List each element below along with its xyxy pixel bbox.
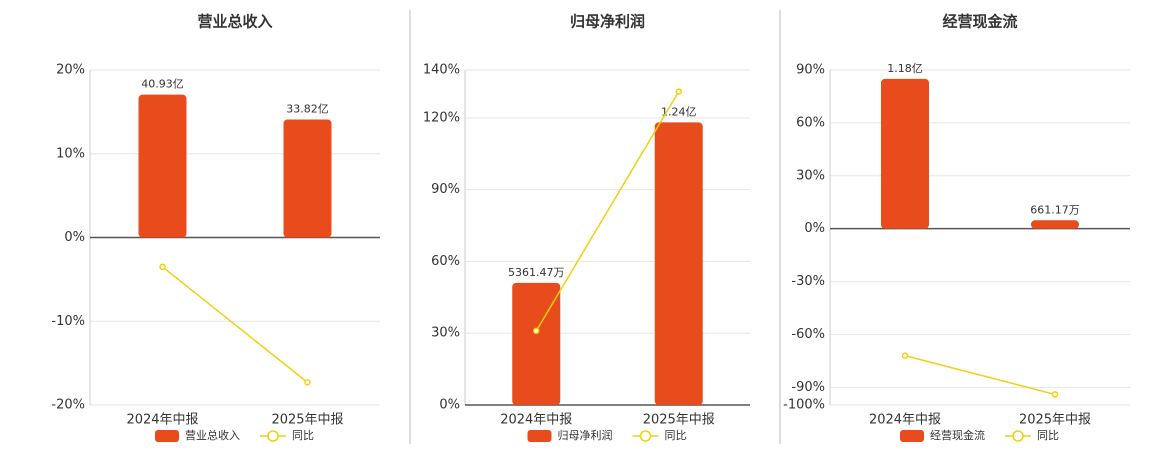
y-tick-label: 90% <box>431 182 460 197</box>
legend-swatch <box>900 430 924 442</box>
bar <box>1031 220 1079 229</box>
legend-swatch <box>527 430 552 442</box>
bar <box>138 94 187 238</box>
chart-title: 归母净利润 <box>570 13 645 31</box>
y-tick-label: -90% <box>791 380 825 395</box>
line <box>904 354 1056 396</box>
legend-swatch <box>639 430 652 442</box>
line-point <box>533 327 540 335</box>
y-tick-label: -20% <box>51 398 85 413</box>
legend-swatch <box>155 430 179 442</box>
x-tick-label: 2024年中报 <box>126 413 198 428</box>
y-tick-label: -10% <box>51 314 85 329</box>
bar <box>881 78 929 229</box>
line-point <box>304 379 311 386</box>
y-tick-label: 0% <box>439 398 460 413</box>
y-tick-label: 30% <box>431 326 460 341</box>
legend-label: 经营现金流 <box>930 428 985 442</box>
value-label: 33.82亿 <box>286 102 329 115</box>
y-tick-label: 30% <box>796 168 825 183</box>
y-tick-label: 120% <box>423 110 460 125</box>
y-tick-label: 90% <box>796 63 825 78</box>
value-label: 1.24亿 <box>661 105 697 118</box>
line <box>535 91 680 332</box>
y-tick-label: -100% <box>783 398 825 413</box>
value-label: 661.17万 <box>1030 203 1080 216</box>
x-tick-label: 2025年中报 <box>1019 413 1091 428</box>
legend-swatch <box>1012 430 1024 442</box>
x-tick-label: 2025年中报 <box>643 413 715 428</box>
bar <box>512 282 561 405</box>
y-tick-label: 60% <box>431 254 460 269</box>
line-point <box>675 88 682 95</box>
y-tick-label: -60% <box>791 327 825 342</box>
legend-swatch <box>267 430 279 442</box>
chart-title: 经营现金流 <box>942 13 1017 31</box>
y-tick-label: 0% <box>804 221 825 236</box>
legend-label: 归母净利润 <box>558 428 613 442</box>
y-tick-label: 60% <box>796 115 825 130</box>
y-tick-label: 10% <box>56 146 85 161</box>
x-tick-label: 2024年中报 <box>869 413 941 428</box>
y-tick-label: 20% <box>56 63 85 78</box>
value-label: 5361.47万 <box>508 266 565 279</box>
chart-title: 营业总收入 <box>197 13 272 31</box>
line-point <box>159 263 166 271</box>
legend-label: 同比 <box>292 429 314 442</box>
line <box>162 266 308 383</box>
y-tick-label: 0% <box>64 230 85 245</box>
x-tick-label: 2024年中报 <box>500 413 572 428</box>
bar <box>654 122 703 405</box>
legend-label: 同比 <box>665 429 687 442</box>
legend-label: 营业总收入 <box>185 428 240 442</box>
y-tick-label: 140% <box>423 63 460 78</box>
line-point <box>1051 391 1059 398</box>
bar <box>283 119 332 238</box>
legend-label: 同比 <box>1037 429 1059 442</box>
value-label: 1.18亿 <box>887 62 923 75</box>
x-tick-label: 2025年中报 <box>271 413 343 428</box>
value-label: 40.93亿 <box>141 78 184 91</box>
line-point <box>901 352 909 359</box>
y-tick-label: -30% <box>791 274 825 289</box>
